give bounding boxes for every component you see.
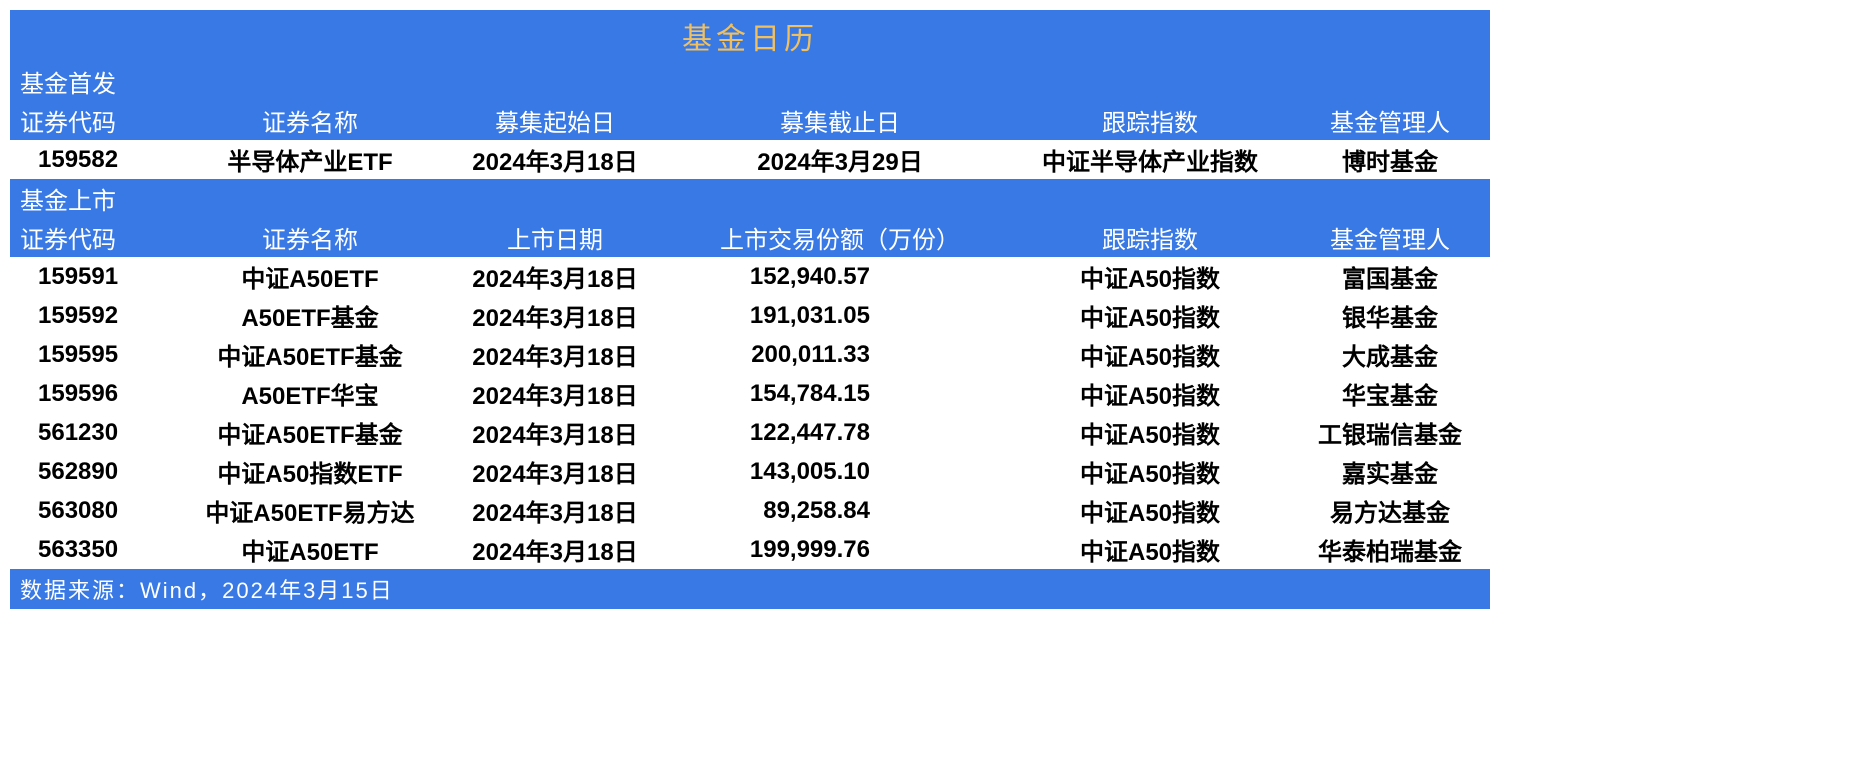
table-title: 基金日历 xyxy=(10,10,1490,62)
section1-cell-0-4: 中证半导体产业指数 xyxy=(1010,140,1290,179)
section2-cell-2-5: 大成基金 xyxy=(1290,335,1490,374)
section1-header-0: 证券代码 xyxy=(10,101,180,140)
section2-cell-0-4: 中证A50指数 xyxy=(1010,257,1290,296)
section2-cell-0-3: 152,940.57 xyxy=(670,257,1010,296)
section1-cell-0-2: 2024年3月18日 xyxy=(440,140,670,179)
section2-cell-1-5: 银华基金 xyxy=(1290,296,1490,335)
section2-cell-3-5: 华宝基金 xyxy=(1290,374,1490,413)
section2-cell-5-4: 中证A50指数 xyxy=(1010,452,1290,491)
section1-header-2: 募集起始日 xyxy=(440,101,670,140)
section2-cell-3-0: 159596 xyxy=(10,374,180,413)
section2-header-4: 跟踪指数 xyxy=(1010,218,1290,257)
section2-cell-1-3: 191,031.05 xyxy=(670,296,1010,335)
data-source-footer: 数据来源：Wind，2024年3月15日 xyxy=(10,569,1490,609)
section2-cell-5-3: 143,005.10 xyxy=(670,452,1010,491)
section1-cell-0-3: 2024年3月29日 xyxy=(670,140,1010,179)
section2-cell-6-4: 中证A50指数 xyxy=(1010,491,1290,530)
section2-cell-4-3: 122,447.78 xyxy=(670,413,1010,452)
section2-cell-3-1: A50ETF华宝 xyxy=(180,374,440,413)
section2-cell-4-0: 561230 xyxy=(10,413,180,452)
section2-cell-2-1: 中证A50ETF基金 xyxy=(180,335,440,374)
section1-header-4: 跟踪指数 xyxy=(1010,101,1290,140)
section2-cell-3-4: 中证A50指数 xyxy=(1010,374,1290,413)
section2-cell-5-1: 中证A50指数ETF xyxy=(180,452,440,491)
section1-header-5: 基金管理人 xyxy=(1290,101,1490,140)
section2-header-5: 基金管理人 xyxy=(1290,218,1490,257)
section1-label: 基金首发 xyxy=(10,62,1490,101)
section2-cell-6-2: 2024年3月18日 xyxy=(440,491,670,530)
section1-header-3: 募集截止日 xyxy=(670,101,1010,140)
section2-header-3: 上市交易份额（万份） xyxy=(670,218,1010,257)
section2-cell-3-3: 154,784.15 xyxy=(670,374,1010,413)
section1-cell-0-1: 半导体产业ETF xyxy=(180,140,440,179)
section2-cell-1-1: A50ETF基金 xyxy=(180,296,440,335)
section1-cell-0-5: 博时基金 xyxy=(1290,140,1490,179)
section2-cell-1-4: 中证A50指数 xyxy=(1010,296,1290,335)
section2-cell-6-1: 中证A50ETF易方达 xyxy=(180,491,440,530)
section2-cell-2-0: 159595 xyxy=(10,335,180,374)
section2-cell-3-2: 2024年3月18日 xyxy=(440,374,670,413)
section2-cell-4-5: 工银瑞信基金 xyxy=(1290,413,1490,452)
section2-cell-4-4: 中证A50指数 xyxy=(1010,413,1290,452)
section2-cell-5-0: 562890 xyxy=(10,452,180,491)
section2-cell-6-3: 89,258.84 xyxy=(670,491,1010,530)
section2-cell-7-1: 中证A50ETF xyxy=(180,530,440,569)
section2-cell-7-4: 中证A50指数 xyxy=(1010,530,1290,569)
section1-cell-0-0: 159582 xyxy=(10,140,180,179)
section2-cell-4-2: 2024年3月18日 xyxy=(440,413,670,452)
section2-header-0: 证券代码 xyxy=(10,218,180,257)
section2-cell-5-2: 2024年3月18日 xyxy=(440,452,670,491)
section2-cell-1-0: 159592 xyxy=(10,296,180,335)
section2-cell-2-3: 200,011.33 xyxy=(670,335,1010,374)
section2-cell-2-2: 2024年3月18日 xyxy=(440,335,670,374)
section2-cell-0-1: 中证A50ETF xyxy=(180,257,440,296)
section2-cell-7-5: 华泰柏瑞基金 xyxy=(1290,530,1490,569)
section2-cell-7-2: 2024年3月18日 xyxy=(440,530,670,569)
section2-cell-0-5: 富国基金 xyxy=(1290,257,1490,296)
section2-cell-6-0: 563080 xyxy=(10,491,180,530)
fund-calendar-table: 基金日历基金首发证券代码证券名称募集起始日募集截止日跟踪指数基金管理人15958… xyxy=(10,10,1490,609)
section2-cell-0-0: 159591 xyxy=(10,257,180,296)
section2-cell-7-3: 199,999.76 xyxy=(670,530,1010,569)
section2-cell-6-5: 易方达基金 xyxy=(1290,491,1490,530)
section2-cell-0-2: 2024年3月18日 xyxy=(440,257,670,296)
section2-cell-2-4: 中证A50指数 xyxy=(1010,335,1290,374)
section2-header-1: 证券名称 xyxy=(180,218,440,257)
section2-header-2: 上市日期 xyxy=(440,218,670,257)
section2-cell-4-1: 中证A50ETF基金 xyxy=(180,413,440,452)
section2-cell-7-0: 563350 xyxy=(10,530,180,569)
section1-header-1: 证券名称 xyxy=(180,101,440,140)
section2-label: 基金上市 xyxy=(10,179,1490,218)
section2-cell-5-5: 嘉实基金 xyxy=(1290,452,1490,491)
section2-cell-1-2: 2024年3月18日 xyxy=(440,296,670,335)
